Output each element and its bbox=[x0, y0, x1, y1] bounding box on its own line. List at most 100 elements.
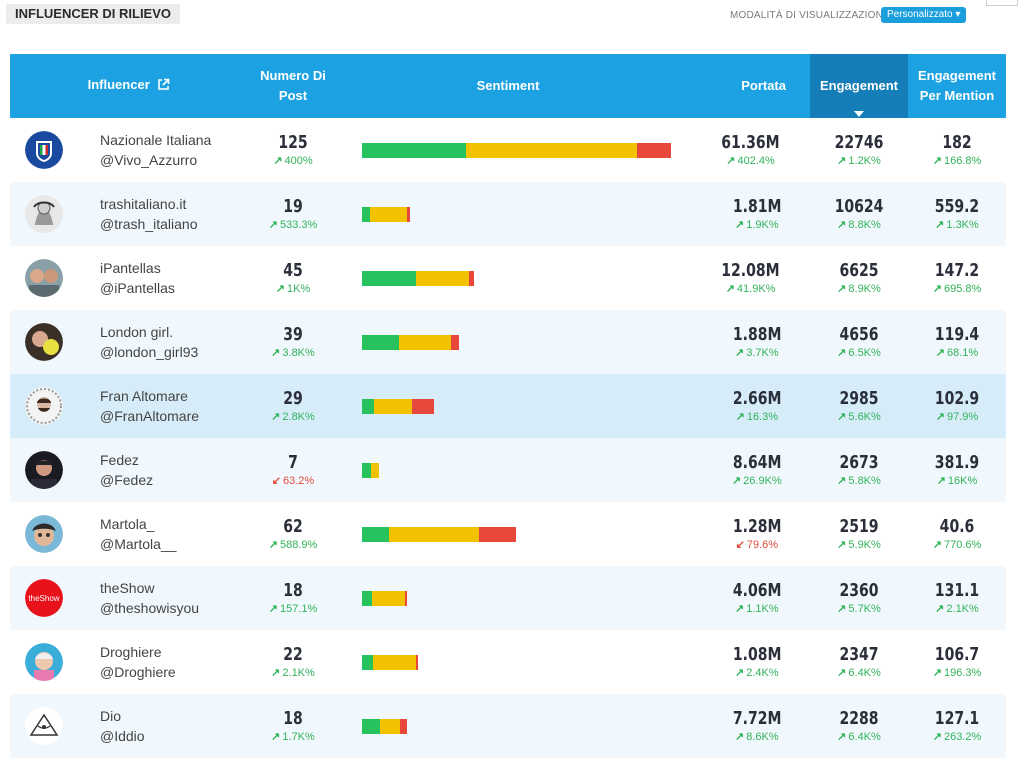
arrow-up-right-icon: ↗ bbox=[837, 282, 847, 295]
avatar[interactable] bbox=[25, 451, 63, 489]
influencer-handle[interactable]: @trash_italiano bbox=[100, 215, 198, 232]
sentiment-bar[interactable] bbox=[362, 206, 672, 222]
sentiment-neutral-segment bbox=[380, 718, 400, 734]
sentiment-negative-segment bbox=[412, 398, 434, 414]
influencer-name[interactable]: Droghiere bbox=[100, 643, 162, 660]
sentiment-bar[interactable] bbox=[362, 270, 672, 286]
arrow-up-right-icon: ↗ bbox=[271, 410, 281, 423]
table-row[interactable]: iPantellas @iPantellas 45 ↗ 1K% 12.08M ↗ 41.9K%… bbox=[10, 246, 1006, 310]
sentiment-bar[interactable] bbox=[362, 334, 672, 350]
table-row[interactable]: Fedez @Fedez 7 ↙ 63.2% 8.64M ↗ 26.9K% 2673 ↗ 5.8K%… bbox=[10, 438, 1006, 502]
influencer-cell: Fedez @Fedez bbox=[78, 438, 248, 502]
table-row[interactable]: Nazionale Italiana @Vivo_Azzurro 125 ↗ 400% 6… bbox=[10, 118, 1006, 182]
sentiment-bar[interactable] bbox=[362, 718, 672, 734]
influencer-name[interactable]: Dio bbox=[100, 707, 122, 724]
avatar[interactable] bbox=[25, 131, 63, 169]
sentiment-bar[interactable] bbox=[362, 590, 672, 606]
column-header-engagement-per-mention[interactable]: Engagement Per Mention bbox=[908, 54, 1006, 118]
influencer-name[interactable]: iPantellas bbox=[100, 259, 161, 276]
table-row[interactable]: Droghiere @Droghiere 22 ↗ 2.1K% 1.08M ↗ 2.4K% 23… bbox=[10, 630, 1006, 694]
posts-delta-value: 2.8K% bbox=[282, 410, 315, 423]
posts-value: 62 bbox=[283, 515, 303, 537]
column-header-sentiment[interactable]: Sentiment bbox=[338, 54, 678, 118]
avatar[interactable] bbox=[25, 195, 63, 233]
posts-delta: ↗ 2.1K% bbox=[248, 666, 338, 681]
influencer-handle[interactable]: @Fedez bbox=[100, 471, 154, 488]
avatar[interactable] bbox=[25, 515, 63, 553]
influencer-name[interactable]: London girl. bbox=[100, 323, 174, 340]
posts-cell: 29 ↗ 2.8K% bbox=[248, 374, 338, 438]
influencer-handle[interactable]: @FranAltomare bbox=[100, 407, 200, 424]
column-header-posts-line1: Numero Di bbox=[260, 68, 326, 83]
posts-delta-value: 157.1% bbox=[279, 602, 318, 615]
table-row[interactable]: trashitaliano.it @trash_italiano 19 ↗ 533.3%… bbox=[10, 182, 1006, 246]
influencer-name[interactable]: Fran Altomare bbox=[100, 387, 188, 404]
influencer-handle[interactable]: @Droghiere bbox=[100, 663, 176, 680]
sentiment-positive-segment bbox=[362, 270, 416, 286]
column-header-portata[interactable]: Portata bbox=[678, 54, 810, 118]
portata-delta-value: 1.1K% bbox=[746, 602, 779, 615]
arrow-up-right-icon: ↗ bbox=[273, 154, 283, 167]
influencer-handle[interactable]: @iPantellas bbox=[100, 279, 175, 296]
avatar[interactable]: theShow bbox=[25, 579, 63, 617]
posts-cell: 125 ↗ 400% bbox=[248, 118, 338, 182]
sentiment-bar[interactable] bbox=[362, 526, 672, 542]
posts-value: 18 bbox=[283, 579, 303, 601]
table-row[interactable]: Fran Altomare @FranAltomare 29 ↗ 2.8K% 2.66M ↗… bbox=[10, 374, 1006, 438]
influencer-handle[interactable]: @theshowisyou bbox=[100, 599, 200, 616]
posts-cell: 19 ↗ 533.3% bbox=[248, 182, 338, 246]
influencer-name[interactable]: theShow bbox=[100, 579, 155, 596]
table-row[interactable]: theShow theShow @theshowisyou 18 ↗ 157.1% 4.06… bbox=[10, 566, 1006, 630]
column-header-epm-line1: Engagement bbox=[917, 68, 996, 83]
avatar[interactable] bbox=[25, 259, 63, 297]
view-mode-dropdown[interactable]: Personalizzato ▾ bbox=[881, 7, 967, 23]
sentiment-cell bbox=[338, 694, 678, 758]
epm-delta: ↗ 97.9% bbox=[908, 410, 1006, 425]
posts-delta: ↙ 63.2% bbox=[248, 474, 338, 489]
external-link-icon[interactable] bbox=[157, 77, 170, 97]
epm-delta: ↗ 2.1K% bbox=[908, 602, 1006, 617]
sentiment-bar[interactable] bbox=[362, 398, 672, 414]
posts-value: 39 bbox=[283, 323, 303, 345]
influencer-handle[interactable]: @Martola__ bbox=[100, 535, 177, 552]
portata-cell: 1.08M ↗ 2.4K% bbox=[678, 630, 810, 694]
sentiment-bar[interactable] bbox=[362, 142, 672, 158]
table-row[interactable]: Martola_ @Martola__ 62 ↗ 588.9% 1.28M ↙ 79.6% 25… bbox=[10, 502, 1006, 566]
posts-value: 29 bbox=[283, 387, 303, 409]
influencer-name[interactable]: trashitaliano.it bbox=[100, 195, 187, 212]
portata-value: 1.81M bbox=[732, 195, 782, 217]
view-mode-label: MODALITÀ DI VISUALIZZAZIONE bbox=[730, 10, 890, 21]
avatar[interactable] bbox=[25, 643, 63, 681]
portata-value: 4.06M bbox=[732, 579, 782, 601]
influencer-handle[interactable]: @london_girl93 bbox=[100, 343, 199, 360]
avatar-cell bbox=[10, 502, 78, 566]
influencer-name[interactable]: Nazionale Italiana bbox=[100, 131, 212, 148]
influencer-name[interactable]: Martola_ bbox=[100, 515, 155, 532]
corner-control[interactable] bbox=[986, 0, 1018, 6]
engagement-per-mention-cell: 147.2 ↗ 695.8% bbox=[908, 246, 1006, 310]
avatar[interactable] bbox=[25, 323, 63, 361]
avatar-cell: theShow bbox=[10, 566, 78, 630]
avatar[interactable] bbox=[25, 707, 63, 745]
arrow-up-right-icon: ↗ bbox=[837, 218, 847, 231]
table-row[interactable]: London girl. @london_girl93 39 ↗ 3.8K% 1.88M ↗… bbox=[10, 310, 1006, 374]
portata-delta: ↗ 16.3% bbox=[726, 410, 788, 425]
arrow-up-right-icon: ↗ bbox=[268, 538, 278, 551]
influencer-name[interactable]: Fedez bbox=[100, 451, 139, 468]
arrow-up-right-icon: ↗ bbox=[735, 410, 745, 423]
arrow-up-right-icon: ↗ bbox=[726, 154, 736, 167]
column-header-influencer[interactable]: Influencer bbox=[10, 54, 248, 118]
sentiment-bar[interactable] bbox=[362, 654, 672, 670]
influencer-handle[interactable]: @Iddio bbox=[100, 727, 145, 744]
sentiment-bar[interactable] bbox=[362, 462, 672, 478]
engagement-value: 2673 bbox=[839, 451, 879, 473]
sentiment-neutral-segment bbox=[371, 462, 379, 478]
column-header-engagement[interactable]: Engagement bbox=[810, 54, 908, 118]
epm-delta: ↗ 166.8% bbox=[908, 154, 1006, 169]
column-header-posts[interactable]: Numero Di Post bbox=[248, 54, 338, 118]
sentiment-negative-segment bbox=[637, 142, 671, 158]
epm-delta: ↗ 695.8% bbox=[908, 282, 1006, 297]
avatar[interactable] bbox=[25, 387, 63, 425]
influencer-handle[interactable]: @Vivo_Azzurro bbox=[100, 151, 198, 168]
table-row[interactable]: Dio @Iddio 18 ↗ 1.7K% 7.72M ↗ 8.6K% 2288 ↗ 6.4K% 12… bbox=[10, 694, 1006, 758]
